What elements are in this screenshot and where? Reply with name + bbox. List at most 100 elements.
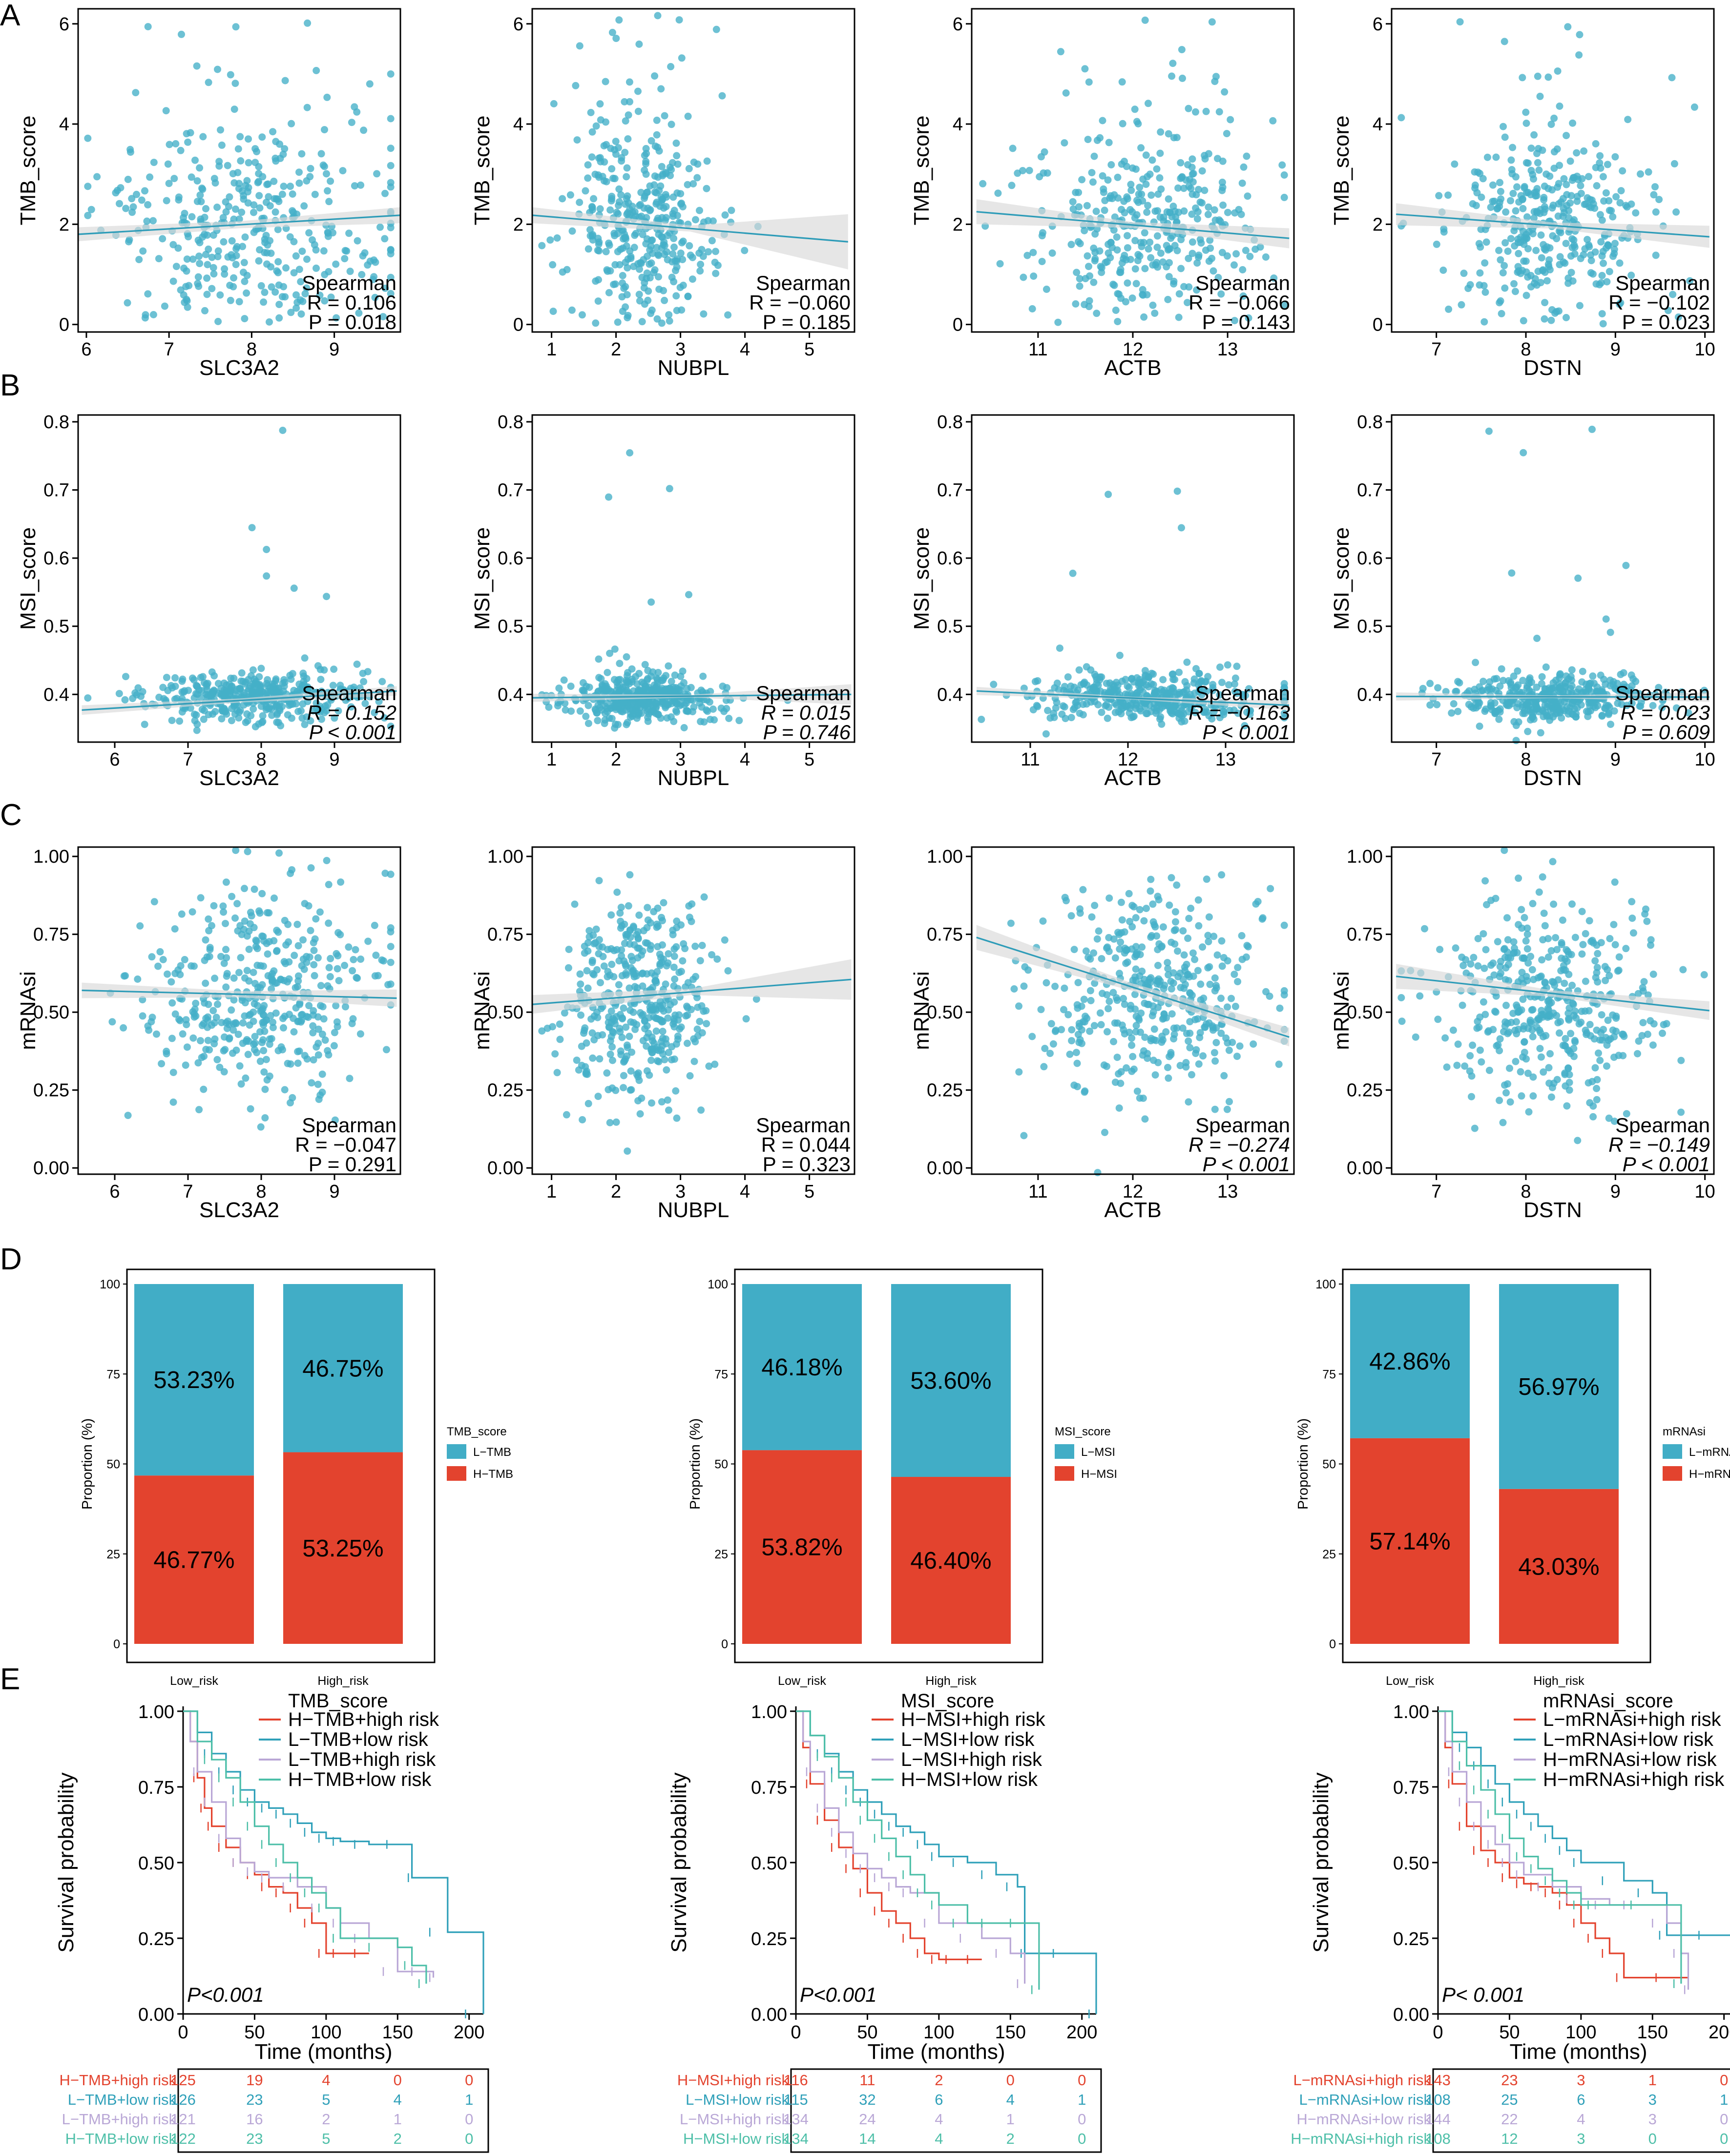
- scatter-point: [658, 1098, 666, 1106]
- scatter-point: [191, 156, 199, 164]
- scatter-point: [158, 1060, 166, 1068]
- scatter-point: [680, 724, 688, 731]
- scatter-point: [1039, 917, 1047, 925]
- scatter-point: [314, 662, 322, 670]
- scatter-point: [641, 1025, 649, 1033]
- scatter-point: [1131, 265, 1139, 273]
- scatter-point: [155, 255, 163, 263]
- scatter-point: [240, 689, 248, 697]
- scatter-point: [214, 247, 222, 255]
- scatter-point: [289, 1094, 296, 1101]
- scatter-point: [146, 173, 154, 181]
- scatter-point: [298, 248, 306, 255]
- scatter-point: [238, 931, 246, 938]
- scatter-point: [1244, 943, 1252, 951]
- scatter-point: [1519, 205, 1527, 212]
- scatter-point: [1188, 992, 1196, 999]
- scatter-point: [148, 953, 156, 961]
- scatter-point: [612, 138, 620, 145]
- scatter-point: [1073, 698, 1081, 706]
- scatter-point: [677, 249, 685, 257]
- scatter-point: [1170, 277, 1178, 285]
- scatter-point: [1487, 204, 1495, 211]
- scatter-point: [692, 216, 699, 224]
- scatter-point: [670, 945, 678, 953]
- scatter-point: [1568, 235, 1576, 243]
- scatter-point: [1143, 291, 1151, 299]
- scatter-point: [1482, 946, 1490, 954]
- scatter-point: [1104, 1028, 1111, 1036]
- scatter-point: [721, 936, 729, 944]
- scatter-point: [1524, 706, 1532, 714]
- scatter-point: [313, 1043, 320, 1051]
- scatter-point: [1522, 937, 1530, 945]
- scatter-point: [634, 934, 642, 942]
- scatter-point: [657, 198, 665, 206]
- scatter-point: [1533, 705, 1541, 713]
- scatter-point: [606, 206, 614, 214]
- scatter-point: [251, 159, 259, 166]
- scatter-point: [250, 705, 257, 713]
- scatter-point: [1571, 250, 1579, 258]
- scatter-point: [1560, 175, 1568, 183]
- scatter-point: [238, 208, 246, 216]
- regression-line: [1396, 213, 1709, 238]
- regression-line: [78, 214, 401, 235]
- spearman-label: Spearman: [302, 271, 396, 294]
- scatter-point: [301, 721, 309, 728]
- scatter-point: [616, 687, 624, 695]
- scatter-point: [1426, 701, 1434, 709]
- scatter-point: [1044, 706, 1052, 714]
- scatter-point: [299, 936, 307, 944]
- scatter-point: [679, 957, 687, 965]
- y-tick-label: 1.00: [487, 847, 523, 867]
- scatter-point: [256, 204, 264, 212]
- scatter-point: [1131, 953, 1139, 961]
- scatter-point: [1111, 700, 1119, 707]
- scatter-point: [1184, 299, 1191, 307]
- scatter-point: [1280, 987, 1288, 995]
- scatter-point: [1196, 236, 1204, 243]
- scatter-point: [688, 900, 696, 908]
- scatter-point: [358, 271, 366, 278]
- scatter-point: [607, 911, 615, 919]
- scatter-point: [321, 270, 329, 278]
- x-tick-label: 10: [1695, 339, 1715, 360]
- scatter-point: [228, 892, 236, 900]
- scatter-point: [1506, 1098, 1514, 1106]
- scatter-point: [1476, 723, 1483, 730]
- scatter-point: [1091, 255, 1099, 263]
- scatter-point: [1578, 1008, 1585, 1015]
- scatter-point: [1193, 286, 1201, 294]
- scatter-point: [591, 170, 599, 178]
- scatter-point: [1672, 208, 1680, 216]
- scatter-point: [661, 242, 668, 249]
- scatter-point: [294, 1048, 302, 1056]
- scatter-point: [696, 267, 704, 275]
- scatter-point: [241, 233, 249, 241]
- scatter-point: [1572, 713, 1580, 721]
- y-tick-label: 2: [953, 214, 963, 235]
- scatter-point: [169, 1099, 177, 1106]
- scatter-point: [150, 159, 158, 166]
- regression-line: [532, 214, 848, 243]
- scatter-point: [308, 1079, 315, 1087]
- scatter-point: [345, 229, 353, 237]
- scatter-point: [1649, 971, 1657, 978]
- scatter-point: [273, 979, 281, 987]
- scatter-point: [1535, 145, 1542, 152]
- scatter-point: [1124, 195, 1131, 203]
- y-tick-label: 0.7: [1357, 480, 1383, 501]
- scatter-point: [194, 273, 202, 281]
- scatter-point: [633, 703, 641, 710]
- scatter-point: [1589, 1113, 1597, 1120]
- scatter-point: [1062, 89, 1070, 97]
- scatter-point: [228, 237, 236, 245]
- scatter-point: [1644, 1031, 1651, 1038]
- scatter-point: [1213, 951, 1221, 959]
- scatter-point: [1512, 737, 1520, 745]
- y-tick-label: 0.4: [937, 684, 963, 705]
- scatter-point: [214, 65, 221, 73]
- x-axis-title: NUBPL: [658, 766, 730, 790]
- scatter-point: [327, 177, 334, 185]
